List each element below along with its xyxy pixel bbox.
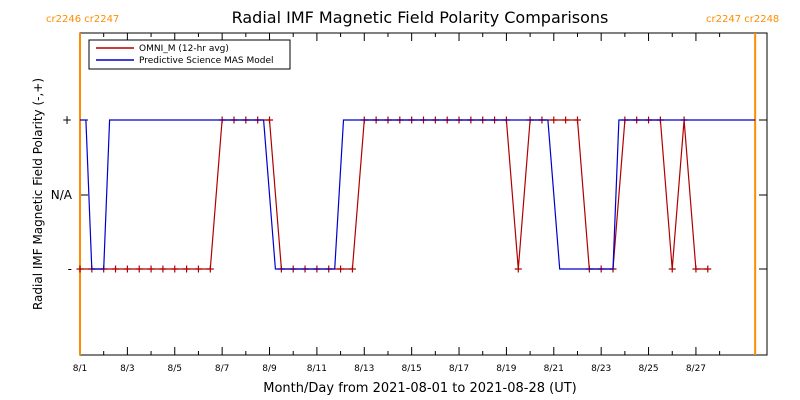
chart-title: Radial IMF Magnetic Field Polarity Compa… xyxy=(232,8,609,27)
y-tick-label: - xyxy=(68,262,72,276)
carrington-label-right: cr2247 cr2248 xyxy=(706,14,779,25)
x-tick-label: 8/27 xyxy=(686,364,706,374)
omni-data-point xyxy=(194,265,202,273)
omni-data-point xyxy=(266,116,274,124)
legend-box xyxy=(88,39,291,70)
omni-data-point xyxy=(348,265,356,273)
omni-data-point xyxy=(562,116,570,124)
x-tick-label: 8/11 xyxy=(307,364,327,374)
y-tick-label: N/A xyxy=(51,188,73,202)
omni-data-point xyxy=(135,265,143,273)
series-lines xyxy=(76,116,756,273)
carrington-label-left: cr2246 cr2247 xyxy=(46,14,119,25)
omni-data-point xyxy=(112,265,120,273)
omni-data-point xyxy=(147,265,155,273)
x-tick-label: 8/9 xyxy=(262,364,277,374)
x-tick-label: 8/15 xyxy=(402,364,422,374)
omni-data-point xyxy=(573,116,581,124)
omni-data-point xyxy=(123,265,131,273)
x-axis: 8/1 8/3 8/5 8/7 8/9 8/11 8/13 8/15 8/17 8/19 8/21 8… xyxy=(73,33,721,374)
y-axis: + N/A - xyxy=(51,113,767,276)
x-tick-label: 8/19 xyxy=(496,364,516,374)
legend-label-mas: Predictive Science MAS Model xyxy=(139,56,274,66)
x-tick-label: 8/17 xyxy=(449,364,469,374)
omni-data-point xyxy=(183,265,191,273)
x-tick-label: 8/21 xyxy=(544,364,564,374)
omni-data-point xyxy=(668,265,676,273)
omni-data-point xyxy=(171,265,179,273)
omni-data-point xyxy=(159,265,167,273)
omni-data-point xyxy=(692,265,700,273)
mas-series-line xyxy=(80,119,756,270)
omni-data-point xyxy=(337,265,345,273)
x-tick-label: 8/23 xyxy=(591,364,611,374)
omni-data-point xyxy=(514,265,522,273)
omni-data-point xyxy=(704,265,712,273)
omni-data-point xyxy=(206,265,214,273)
y-axis-label: Radial IMF Magnetic Field Polarity (-,+) xyxy=(31,78,45,310)
x-axis-label: Month/Day from 2021-08-01 to 2021-08-28 … xyxy=(263,381,576,396)
y-tick-label: + xyxy=(62,113,72,127)
x-tick-label: 8/1 xyxy=(73,364,87,374)
x-tick-label: 8/5 xyxy=(168,364,182,374)
x-tick-label: 8/3 xyxy=(120,364,134,374)
plot-frame xyxy=(79,32,768,356)
omni-data-point xyxy=(76,265,84,273)
x-tick-label: 8/13 xyxy=(354,364,374,374)
carrington-lines xyxy=(79,33,757,355)
omni-data-point xyxy=(550,116,558,124)
legend: OMNI_M (12-hr avg) Predictive Science MA… xyxy=(88,39,291,70)
x-tick-label: 8/7 xyxy=(215,364,229,374)
legend-label-omni: OMNI_M (12-hr avg) xyxy=(139,44,229,54)
x-tick-label: 8/25 xyxy=(638,364,658,374)
